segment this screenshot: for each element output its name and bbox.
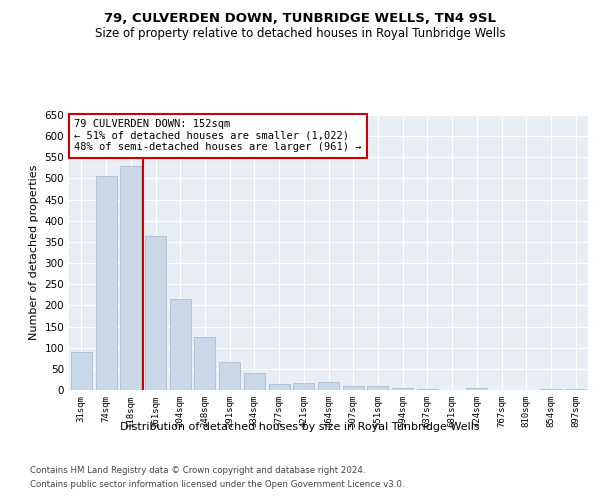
Bar xyxy=(466,388,487,390)
Bar xyxy=(565,388,586,390)
Bar xyxy=(194,337,215,390)
Text: Size of property relative to detached houses in Royal Tunbridge Wells: Size of property relative to detached ho… xyxy=(95,28,505,40)
Y-axis label: Number of detached properties: Number of detached properties xyxy=(29,165,39,340)
Bar xyxy=(293,383,314,390)
Bar xyxy=(95,176,116,390)
Text: Contains public sector information licensed under the Open Government Licence v3: Contains public sector information licen… xyxy=(30,480,404,489)
Bar xyxy=(392,388,413,390)
Bar xyxy=(145,236,166,390)
Bar xyxy=(120,166,141,390)
Bar xyxy=(417,389,438,390)
Bar xyxy=(269,384,290,390)
Text: Contains HM Land Registry data © Crown copyright and database right 2024.: Contains HM Land Registry data © Crown c… xyxy=(30,466,365,475)
Bar xyxy=(71,352,92,390)
Bar xyxy=(318,382,339,390)
Bar xyxy=(219,362,240,390)
Text: 79, CULVERDEN DOWN, TUNBRIDGE WELLS, TN4 9SL: 79, CULVERDEN DOWN, TUNBRIDGE WELLS, TN4… xyxy=(104,12,496,26)
Bar xyxy=(170,299,191,390)
Text: 79 CULVERDEN DOWN: 152sqm
← 51% of detached houses are smaller (1,022)
48% of se: 79 CULVERDEN DOWN: 152sqm ← 51% of detac… xyxy=(74,119,362,152)
Bar xyxy=(343,386,364,390)
Bar xyxy=(367,386,388,390)
Text: Distribution of detached houses by size in Royal Tunbridge Wells: Distribution of detached houses by size … xyxy=(120,422,480,432)
Bar xyxy=(541,388,562,390)
Bar xyxy=(244,373,265,390)
